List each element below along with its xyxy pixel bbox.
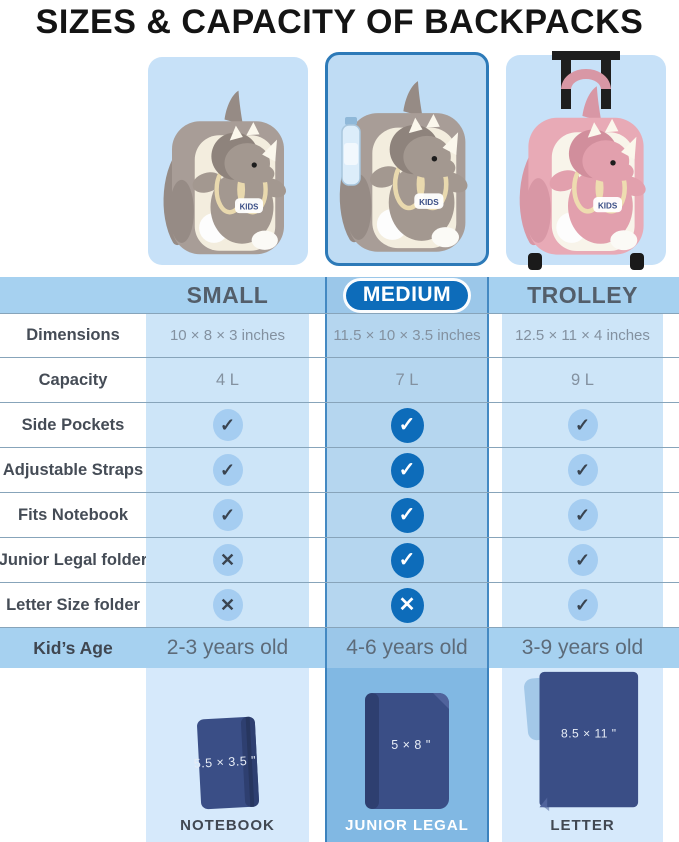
check-icon: ✓: [390, 407, 424, 443]
check-icon: ✓: [567, 589, 598, 621]
check-icon: ✓: [567, 409, 598, 441]
medium-column-highlight: [325, 628, 489, 668]
cell-trolley-fits-notebook: ✓: [502, 493, 663, 537]
table-row-junior-legal-folder: Junior Legal folder ✕ ✓ ✓: [0, 538, 679, 583]
cell-small-side-pockets: ✓: [146, 403, 309, 447]
notebook-size-label: 5.5 × 3.5 ": [193, 754, 256, 771]
row-label: Fits Notebook: [18, 505, 128, 524]
kids-age-trolley: 3-9 years old: [521, 636, 644, 659]
product-card-trolley: [506, 51, 666, 270]
check-icon: ✓: [212, 409, 243, 441]
check-icon: ✓: [212, 499, 243, 531]
water-bottle-icon: [341, 117, 361, 186]
table-row-side-pockets: Side Pockets ✓ ✓ ✓: [0, 403, 679, 448]
letter-folder-icon: 8.5 × 11 ": [523, 671, 638, 812]
letter-size-label: 8.5 × 11 ": [561, 727, 617, 741]
product-card-medium: [325, 52, 489, 266]
table-row-letter-size-folder: Letter Size folder ✕ ✕ ✓: [0, 583, 679, 628]
cell-trolley-junior-legal: ✓: [502, 538, 663, 582]
panel-notebook: 5.5 × 3.5 " NOTEBOOK: [146, 668, 309, 842]
cell-trolley-dimensions: 12.5 × 11 × 4 inches: [502, 314, 663, 357]
row-label-kids-age: Kid’s Age: [33, 637, 113, 658]
medium-highlight-pill: MEDIUM: [345, 280, 469, 310]
table-row-dimensions: Dimensions 10 × 8 × 3 inches 11.5 × 10 ×…: [0, 313, 679, 358]
row-label: Capacity: [38, 370, 108, 389]
junior-legal-icon: 5 × 8 ": [365, 693, 449, 809]
row-label: Adjustable Straps: [2, 460, 144, 479]
row-label: Dimensions: [26, 326, 120, 344]
column-header-small: SMALL: [146, 277, 309, 313]
cell-medium-junior-legal: ✓: [325, 538, 489, 582]
column-header-band: SMALL MEDIUM TROLLEY: [0, 277, 679, 313]
cell-trolley-adjustable-straps: ✓: [502, 448, 663, 492]
cell-small-letter-size: ✕: [146, 583, 309, 627]
check-icon: ✓: [390, 497, 424, 533]
cell-value: 9 L: [571, 370, 594, 389]
cell-medium-dimensions: 11.5 × 10 × 3.5 inches: [325, 314, 489, 357]
column-header-trolley-label: TROLLEY: [527, 281, 638, 308]
cell-value: 12.5 × 11 × 4 inches: [515, 327, 650, 344]
cell-medium-letter-size: ✕: [325, 583, 489, 627]
trolley-backpack-image: [514, 79, 658, 261]
kids-age-medium: 4-6 years old: [346, 636, 468, 659]
letter-label: LETTER: [550, 817, 615, 834]
cell-medium-adjustable-straps: ✓: [325, 448, 489, 492]
notebook-label: NOTEBOOK: [180, 817, 275, 834]
column-header-medium: MEDIUM: [325, 277, 489, 313]
trolley-wheels-icon: [528, 253, 644, 270]
panel-letter: 8.5 × 11 " LETTER: [502, 668, 663, 842]
kids-age-band: Kid’s Age 2-3 years old 4-6 years old 3-…: [0, 628, 679, 668]
cell-small-capacity: 4 L: [146, 358, 309, 402]
carry-handle-icon: [561, 69, 611, 89]
cross-icon: ✕: [212, 589, 243, 621]
cell-small-dimensions: 10 × 8 × 3 inches: [146, 314, 309, 357]
row-label: Letter Size folder: [6, 595, 140, 614]
page-title: SIZES & CAPACITY OF BACKPACKS: [35, 2, 644, 41]
cell-trolley-capacity: 9 L: [502, 358, 663, 402]
cell-value: 4 L: [216, 370, 239, 389]
cell-trolley-side-pockets: ✓: [502, 403, 663, 447]
cell-small-junior-legal: ✕: [146, 538, 309, 582]
cell-medium-side-pockets: ✓: [325, 403, 489, 447]
check-icon: ✓: [390, 542, 424, 578]
table-row-capacity: Capacity 4 L 7 L 9 L: [0, 358, 679, 403]
cell-value: 7 L: [395, 370, 419, 389]
cell-small-adjustable-straps: ✓: [146, 448, 309, 492]
notebook-icon: 5.5 × 3.5 ": [193, 716, 259, 810]
row-label: Junior Legal folder: [0, 550, 148, 569]
cell-medium-capacity: 7 L: [325, 358, 489, 402]
comparison-table: Dimensions 10 × 8 × 3 inches 11.5 × 10 ×…: [0, 313, 679, 628]
product-card-small: [148, 57, 308, 265]
cell-trolley-letter-size: ✓: [502, 583, 663, 627]
cell-small-fits-notebook: ✓: [146, 493, 309, 537]
column-header-trolley: TROLLEY: [502, 277, 663, 313]
panel-junior-legal: 5 × 8 " JUNIOR LEGAL: [325, 668, 489, 842]
check-icon: ✓: [212, 454, 243, 486]
check-icon: ✓: [390, 452, 424, 488]
check-icon: ✓: [567, 454, 598, 486]
table-row-adjustable-straps: Adjustable Straps ✓ ✓ ✓: [0, 448, 679, 493]
check-icon: ✓: [567, 544, 598, 576]
small-backpack-image: [158, 83, 298, 261]
cell-medium-fits-notebook: ✓: [325, 493, 489, 537]
cell-value: 10 × 8 × 3 inches: [169, 327, 286, 344]
column-header-small-label: SMALL: [186, 281, 269, 308]
table-row-fits-notebook: Fits Notebook ✓ ✓ ✓: [0, 493, 679, 538]
junior-legal-size-label: 5 × 8 ": [391, 738, 431, 752]
paper-size-reference-section: 5.5 × 3.5 " NOTEBOOK 5 × 8 " JUNIOR LEGA…: [0, 668, 679, 842]
cell-value: 11.5 × 10 × 3.5 inches: [333, 327, 481, 344]
kids-age-small: 2-3 years old: [166, 636, 289, 659]
trolley-handle-icon: [552, 51, 620, 109]
cross-icon: ✕: [212, 544, 243, 576]
row-label: Side Pockets: [21, 415, 125, 434]
cross-icon: ✕: [390, 587, 424, 623]
check-icon: ✓: [567, 499, 598, 531]
junior-legal-label: JUNIOR LEGAL: [345, 817, 469, 834]
